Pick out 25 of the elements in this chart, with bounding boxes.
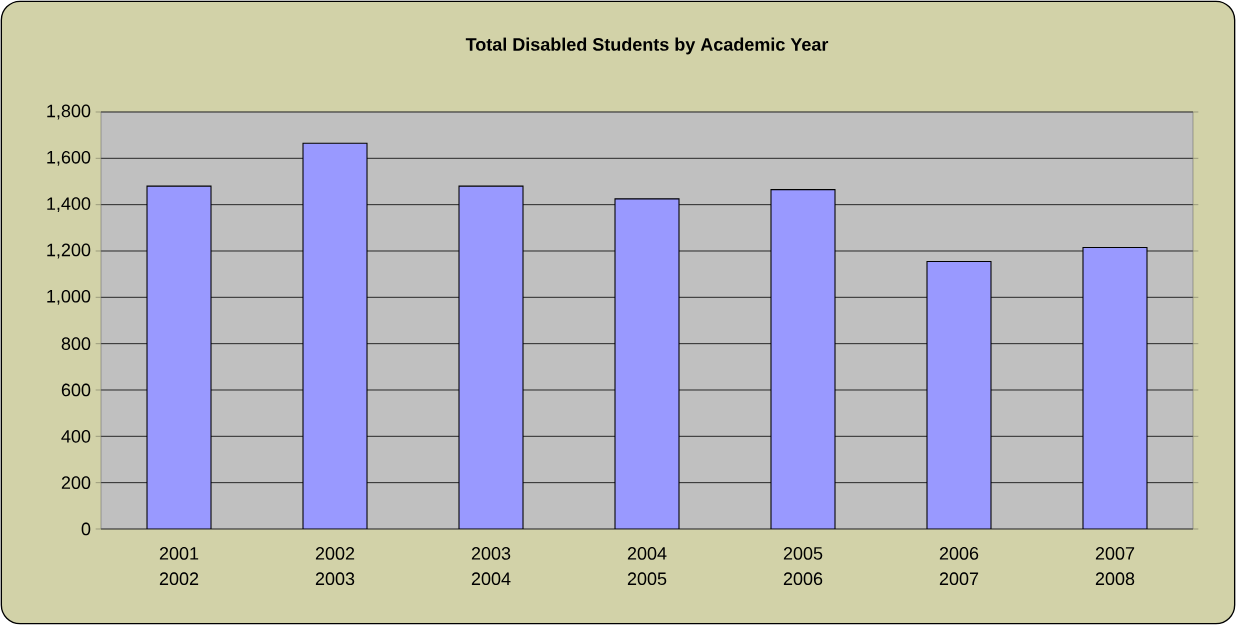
y-tick-label: 1,400 [47,197,91,213]
bar [1082,246,1148,529]
y-tick-label: 800 [61,337,91,351]
y-tick-label: 400 [61,429,91,443]
x-tick-label: 2004 2005 [627,547,667,586]
bar [770,189,836,529]
y-tick-label: 0 [81,522,91,536]
y-tick-label: 1,200 [47,243,91,259]
y-tick-label: 1,600 [47,150,91,166]
bar [146,185,212,529]
x-tick-label: 2007 2008 [1095,547,1135,586]
y-tick-label: 1,000 [47,289,91,305]
x-tick-label: 2005 2006 [783,547,823,586]
bar [458,185,524,529]
x-tick-label: 2002 2003 [315,547,355,586]
bar [614,198,680,529]
y-tick-label: 200 [61,476,91,490]
bar [926,260,992,529]
y-tick-label: 600 [61,383,91,397]
bar [302,142,368,529]
x-tick-label: 2006 2007 [939,547,979,586]
x-tick-label: 2003 2004 [471,547,511,586]
x-tick-label: 2001 2002 [159,547,199,586]
y-tick-label: 1,800 [47,104,91,120]
chart-title: Total Disabled Students by Academic Year [465,37,829,55]
